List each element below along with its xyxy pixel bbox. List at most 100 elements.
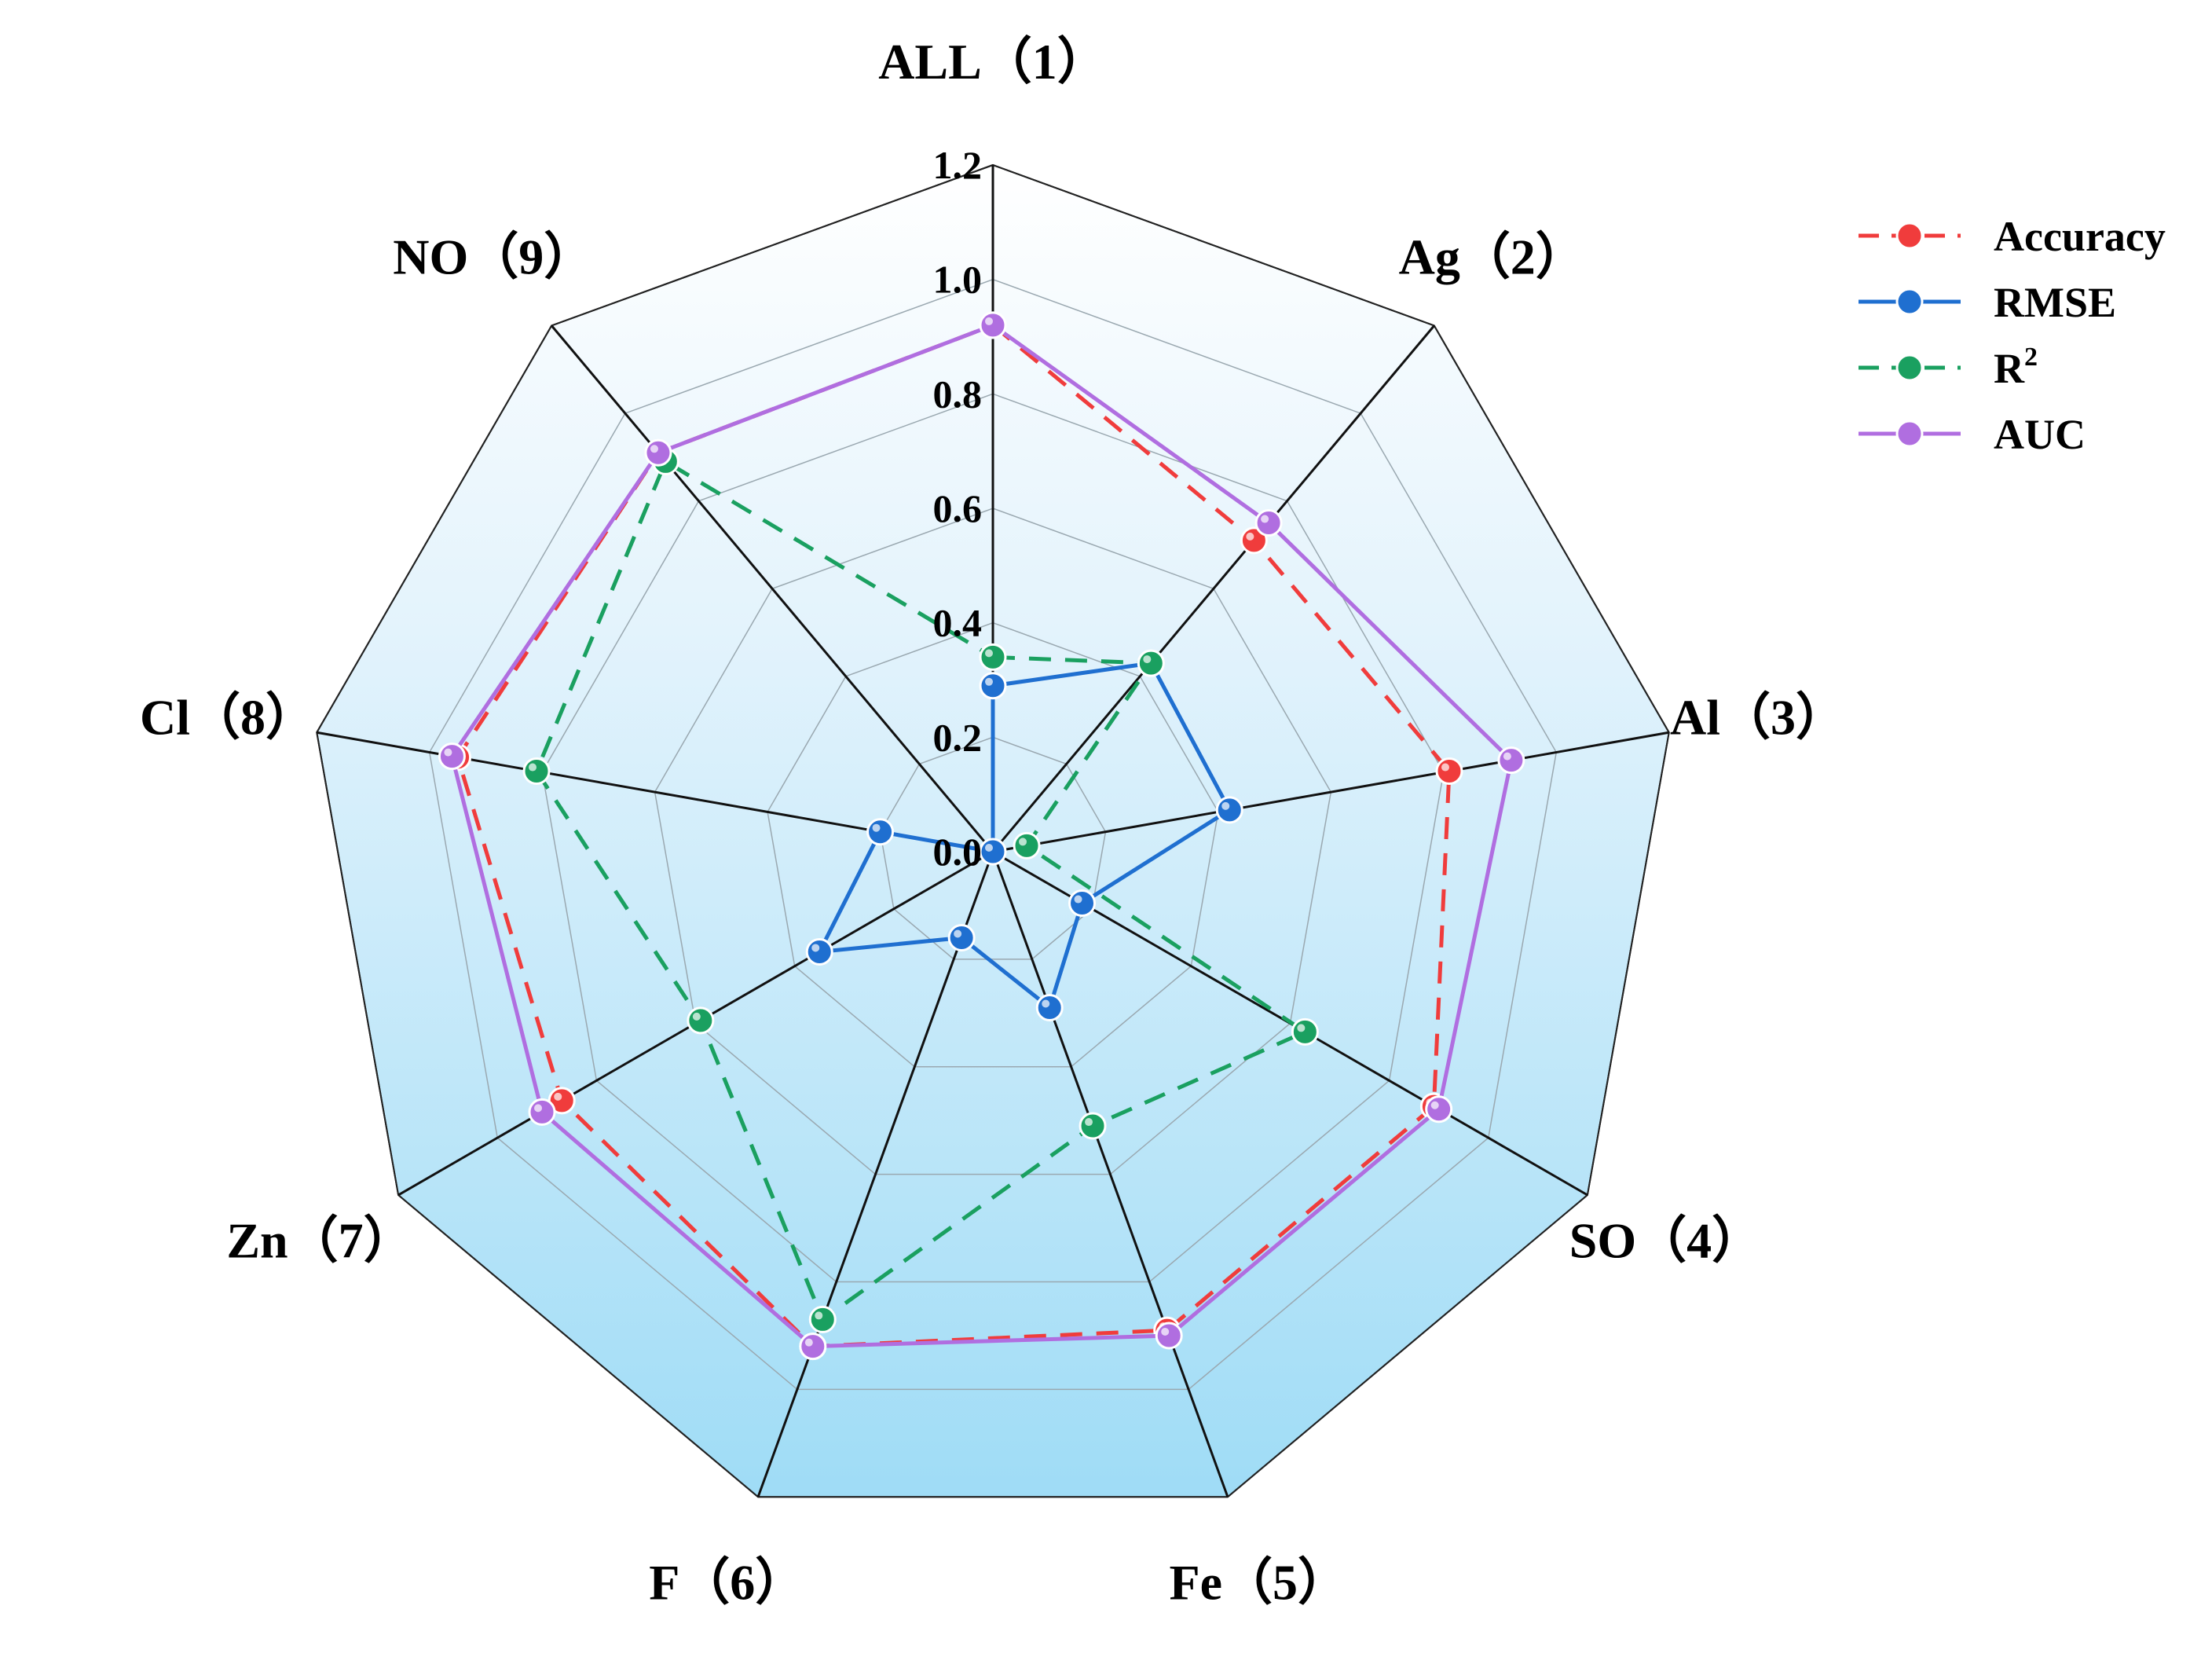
legend-marker-rmse	[1895, 288, 1924, 316]
point-highlight-r-3	[1019, 838, 1027, 846]
grid-ring-3	[654, 508, 1332, 1175]
point-accuracy-3	[1435, 757, 1463, 786]
legend-marker-accuracy	[1895, 222, 1924, 250]
point-highlight-auc-8	[444, 748, 452, 757]
point-auc-3	[1497, 746, 1525, 775]
point-rmse-4	[1068, 889, 1097, 918]
tick-label-4: 0.8	[933, 372, 983, 416]
point-r-8	[522, 757, 551, 786]
legend-marker-r	[1895, 354, 1924, 382]
point-highlight-rmse-5	[1042, 999, 1050, 1008]
point-highlight-rmse-6	[954, 929, 962, 938]
point-r-5	[1079, 1112, 1107, 1140]
grid-ring-1	[879, 736, 1107, 960]
point-highlight-auc-7	[534, 1104, 543, 1113]
tick-label-2: 0.4	[933, 601, 983, 645]
point-auc-2	[1254, 509, 1283, 537]
axis-spoke-6	[756, 851, 994, 1498]
point-highlight-r-7	[692, 1012, 701, 1021]
category-label-9: NO（9）	[393, 229, 594, 284]
point-rmse-1	[979, 672, 1007, 700]
point-auc-5	[1155, 1322, 1183, 1350]
point-r-4	[1291, 1017, 1319, 1046]
category-label-4: SO（4）	[1569, 1213, 1762, 1269]
point-rmse-3	[1215, 796, 1243, 824]
legend-label-auc: AUC	[1994, 411, 2086, 458]
point-highlight-auc-5	[1161, 1327, 1170, 1336]
point-highlight-accuracy-7	[554, 1092, 562, 1101]
point-rmse-7	[805, 937, 833, 966]
point-rmse-9	[979, 838, 1007, 866]
point-highlight-rmse-7	[811, 944, 820, 952]
axis-spoke-3	[992, 731, 1669, 853]
point-r-3	[1013, 831, 1041, 860]
point-r-6	[808, 1305, 837, 1333]
tick-label-5: 1.0	[933, 258, 983, 302]
point-highlight-auc-6	[804, 1338, 813, 1347]
point-highlight-r-5	[1085, 1118, 1093, 1127]
legend-label-accuracy: Accuracy	[1994, 213, 2166, 260]
point-highlight-accuracy-3	[1441, 763, 1449, 772]
point-highlight-rmse-4	[1074, 895, 1082, 904]
point-highlight-r-8	[529, 763, 537, 772]
series-rmse	[805, 649, 1243, 1021]
series-line-accuracy	[455, 323, 1452, 1349]
point-highlight-rmse-9	[985, 844, 993, 852]
category-label-5: Fe（5）	[1170, 1554, 1349, 1610]
legend-item-auc: AUC	[1859, 411, 2086, 458]
legend-item-r: R2	[1859, 343, 2038, 392]
axis-spoke-9	[551, 324, 994, 852]
point-auc-4	[1425, 1095, 1453, 1124]
point-r-2	[1137, 649, 1165, 677]
point-highlight-r-4	[1297, 1024, 1306, 1032]
category-label-6: F（6）	[649, 1554, 805, 1610]
point-auc-9	[644, 438, 672, 467]
point-highlight-r-6	[815, 1311, 823, 1320]
tick-label-1: 0.2	[933, 715, 983, 759]
tick-label-0: 0.0	[933, 830, 983, 874]
axis-spoke-2	[991, 324, 1435, 852]
grid-ring-4	[541, 393, 1445, 1283]
point-r-7	[687, 1006, 715, 1035]
category-label-7: Zn（7）	[226, 1213, 413, 1269]
point-auc-8	[438, 742, 466, 771]
grid-ring-5	[428, 278, 1558, 1391]
point-highlight-auc-9	[650, 445, 658, 453]
legend-item-rmse: RMSE	[1859, 279, 2116, 326]
point-highlight-rmse-8	[872, 823, 881, 832]
legend-label-rmse: RMSE	[1994, 279, 2116, 326]
series-line-auc	[449, 323, 1514, 1349]
series-line-rmse	[815, 661, 1232, 1011]
point-highlight-rmse-1	[985, 677, 993, 686]
point-rmse-6	[947, 924, 976, 952]
point-r-1	[979, 643, 1007, 671]
series-line-r	[534, 458, 1309, 1323]
point-highlight-auc-2	[1261, 515, 1269, 523]
point-highlight-accuracy-2	[1246, 532, 1254, 541]
point-highlight-auc-4	[1430, 1101, 1439, 1109]
point-auc-1	[979, 311, 1007, 339]
tick-label-3: 0.6	[933, 486, 983, 530]
category-label-1: ALL（1）	[878, 34, 1108, 90]
category-label-2: Ag（2）	[1399, 229, 1586, 284]
category-label-3: Al（3）	[1670, 689, 1846, 745]
category-label-8: Cl（8）	[140, 689, 316, 745]
point-rmse-5	[1035, 993, 1064, 1021]
series-auc	[438, 311, 1525, 1361]
point-auc-6	[799, 1333, 827, 1361]
point-highlight-auc-1	[985, 317, 993, 325]
point-rmse-8	[866, 818, 895, 846]
point-highlight-r-2	[1143, 655, 1152, 664]
legend-marker-auc	[1895, 420, 1924, 448]
tick-label-6: 1.2	[933, 143, 983, 187]
legend-label-r: R2	[1994, 343, 2038, 392]
point-auc-7	[528, 1098, 556, 1126]
point-highlight-r-1	[985, 649, 993, 658]
axis-spoke-5	[991, 851, 1229, 1498]
legend-item-accuracy: Accuracy	[1859, 213, 2166, 260]
grid-ring-6	[316, 163, 1670, 1498]
grid-ring-2	[767, 621, 1219, 1068]
point-highlight-rmse-3	[1221, 801, 1230, 810]
